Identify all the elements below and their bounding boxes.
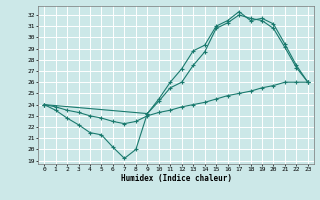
X-axis label: Humidex (Indice chaleur): Humidex (Indice chaleur) [121, 174, 231, 183]
